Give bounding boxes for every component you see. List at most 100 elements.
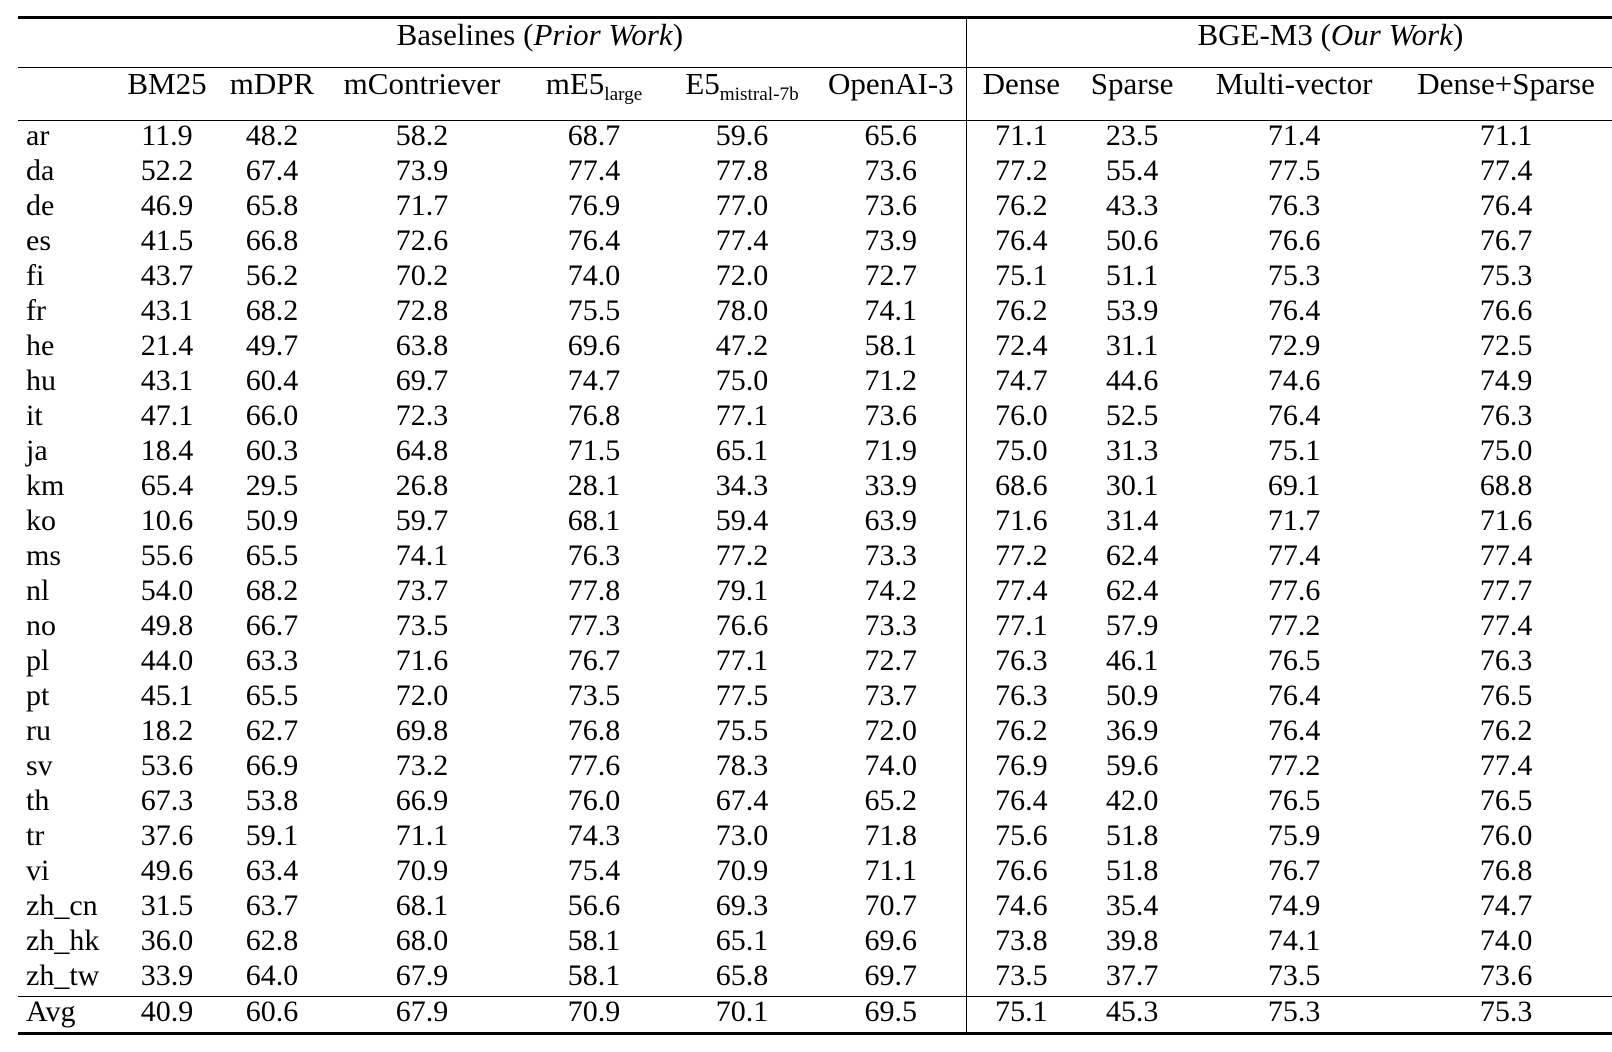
cell-pt-e5mistral: 77.5 (715, 679, 769, 712)
table-row: es 41.5 66.8 72.6 76.4 77.4 73.9 76.4 50.6 76.6 76… (18, 226, 1612, 261)
cell-da-dense_sparse: 77.4 (1479, 154, 1533, 187)
row-label-pt: pt (26, 679, 50, 712)
cell-de-me5: 76.9 (567, 189, 621, 222)
multilingual-retrieval-results-table: Baselines (Prior Work) BGE-M3 (Our Work)… (18, 16, 1612, 1035)
row-label-ms: ms (26, 539, 62, 572)
cell-zh_cn-dense_sparse: 74.7 (1479, 889, 1533, 922)
cell-es-e5mistral: 77.4 (715, 224, 769, 257)
cell-es-dense: 76.4 (995, 224, 1048, 257)
column-header-bm25-label: BM25 (127, 66, 207, 101)
cell-zh_hk-openai3: 69.6 (816, 926, 967, 961)
cell-Avg-sparse: 45.3 (1076, 996, 1189, 1035)
cell-vi-bm25: 49.6 (140, 854, 194, 887)
cell-ja-mcontriever: 64.8 (395, 434, 449, 467)
row-label-Avg: Avg (18, 996, 114, 1035)
cell-Avg-bm25: 40.9 (114, 996, 220, 1035)
cell-es-mdpr: 66.8 (245, 224, 299, 257)
cell-he-me5: 69.6 (567, 329, 621, 362)
cell-zh_cn-sparse: 35.4 (1105, 889, 1159, 922)
cell-ms-e5mistral: 77.2 (715, 539, 769, 572)
cell-da-openai3: 73.6 (816, 156, 967, 191)
row-label-ja: ja (26, 434, 48, 467)
cell-zh_hk-multivector: 74.1 (1267, 924, 1321, 957)
cell-ko-multivector: 71.7 (1267, 504, 1321, 537)
cell-Avg-mdpr: 60.6 (220, 996, 324, 1035)
cell-fr-mcontriever: 72.8 (395, 294, 449, 327)
cell-vi-sparse: 51.8 (1105, 854, 1159, 887)
column-header-me5-large: mE5large (520, 67, 668, 121)
cell-Avg-openai3: 69.5 (816, 996, 967, 1035)
cell-de-bm25: 46.9 (140, 189, 194, 222)
cell-ms-dense: 77.2 (995, 539, 1048, 572)
column-header-multi-vector: Multi-vector (1188, 67, 1401, 121)
cell-Avg-multivector: 75.3 (1188, 996, 1401, 1035)
cell-km-me5: 28.1 (567, 469, 621, 502)
cell-tr-dense: 75.6 (995, 819, 1048, 852)
cell-nl-e5mistral: 79.1 (715, 574, 769, 607)
cell-pt-mcontriever: 72.0 (395, 679, 449, 712)
cell-tr-openai3: 71.8 (816, 821, 967, 856)
group-header-spacer (18, 16, 114, 68)
cell-pt-dense_sparse: 76.5 (1479, 679, 1533, 712)
cell-zh_tw-dense: 73.5 (966, 961, 1077, 997)
cell-fr-e5mistral: 78.0 (715, 294, 769, 327)
cell-fi-openai3: 72.7 (816, 261, 967, 296)
cell-fr-openai3: 74.1 (816, 296, 967, 331)
cell-fr-mdpr: 68.2 (245, 294, 299, 327)
column-header-e5mistral-subscript: mistral-7b (719, 84, 799, 106)
cell-hu-mcontriever: 69.7 (395, 364, 449, 397)
cell-ru-sparse: 36.9 (1105, 714, 1159, 747)
cell-he-sparse: 31.1 (1105, 329, 1159, 362)
row-label-ru: ru (26, 714, 51, 747)
cell-vi-e5mistral: 70.9 (715, 854, 769, 887)
cell-ar-mcontriever: 58.2 (395, 119, 449, 152)
cell-zh_hk-sparse: 39.8 (1105, 924, 1159, 957)
cell-ru-bm25: 18.2 (140, 714, 194, 747)
cell-pt-mdpr: 65.5 (245, 679, 299, 712)
cell-fi-mcontriever: 70.2 (395, 259, 449, 292)
cell-ko-openai3: 63.9 (816, 506, 967, 541)
cell-pt-dense: 76.3 (995, 679, 1048, 712)
cell-vi-dense: 76.6 (995, 854, 1048, 887)
row-label-vi: vi (26, 854, 50, 887)
table-row: tr 37.6 59.1 71.1 74.3 73.0 71.8 75.6 51.8 75.9 76… (18, 821, 1612, 856)
cell-sv-sparse: 59.6 (1105, 749, 1159, 782)
cell-fr-multivector: 76.4 (1267, 294, 1321, 327)
cell-no-sparse: 57.9 (1105, 609, 1159, 642)
cell-da-sparse: 55.4 (1105, 154, 1159, 187)
table-row: zh_cn 31.5 63.7 68.1 56.6 69.3 70.7 74.6 35.4 74.… (18, 891, 1612, 926)
cell-zh_hk-dense_sparse: 74.0 (1479, 924, 1533, 957)
table-row: pl 44.0 63.3 71.6 76.7 77.1 72.7 76.3 46.1 76.5 76… (18, 646, 1612, 681)
cell-it-dense: 76.0 (995, 399, 1048, 432)
table-row: pt 45.1 65.5 72.0 73.5 77.5 73.7 76.3 50.9 76.4 76… (18, 681, 1612, 716)
cell-fi-bm25: 43.7 (140, 259, 194, 292)
cell-zh_hk-me5: 58.1 (567, 924, 621, 957)
row-label-fr: fr (26, 294, 46, 327)
cell-pl-mcontriever: 71.6 (395, 644, 449, 677)
cell-no-mdpr: 66.7 (245, 609, 299, 642)
cell-Avg-e5mistral: 70.1 (668, 996, 816, 1035)
cell-es-multivector: 76.6 (1267, 224, 1321, 257)
cell-tr-mdpr: 59.1 (245, 819, 299, 852)
cell-zh_hk-mcontriever: 68.0 (395, 924, 449, 957)
table-row-average: Avg 40.9 60.6 67.9 70.9 70.1 69.5 75.1 45.3 75.3 7… (18, 996, 1612, 1035)
cell-km-dense_sparse: 68.8 (1479, 469, 1533, 502)
cell-ms-me5: 76.3 (567, 539, 621, 572)
cell-he-dense_sparse: 72.5 (1479, 329, 1533, 362)
cell-he-mdpr: 49.7 (245, 329, 299, 362)
cell-zh_cn-me5: 56.6 (567, 889, 621, 922)
cell-fi-sparse: 51.1 (1105, 259, 1159, 292)
cell-sv-bm25: 53.6 (140, 749, 194, 782)
cell-th-bm25: 67.3 (140, 784, 194, 817)
table-row: it 47.1 66.0 72.3 76.8 77.1 73.6 76.0 52.5 76.4 76… (18, 401, 1612, 436)
cell-ru-dense: 76.2 (995, 714, 1048, 747)
cell-zh_tw-multivector: 73.5 (1188, 961, 1401, 997)
group-header-baselines-suffix: ) (672, 17, 684, 52)
cell-nl-me5: 77.8 (567, 574, 621, 607)
cell-it-bm25: 47.1 (140, 399, 194, 432)
cell-km-mdpr: 29.5 (245, 469, 299, 502)
cell-vi-mdpr: 63.4 (245, 854, 299, 887)
column-header-language (18, 67, 114, 121)
column-header-mcontriever-label: mContriever (343, 66, 501, 101)
group-header-row: Baselines (Prior Work) BGE-M3 (Our Work) (18, 16, 1612, 68)
